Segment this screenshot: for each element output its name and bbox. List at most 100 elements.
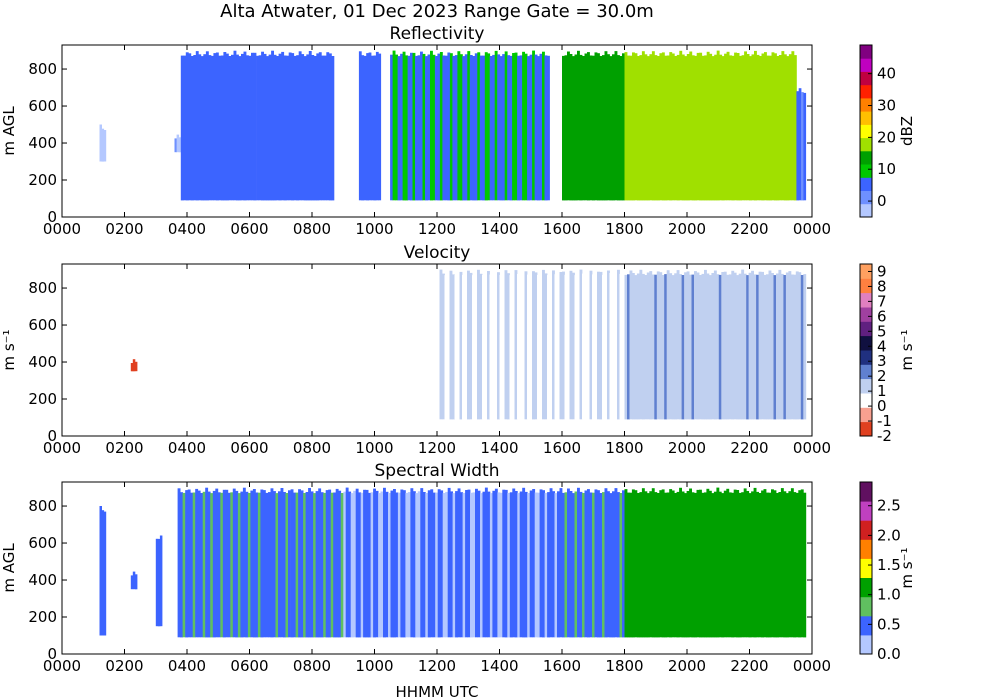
heatmap-cell [185, 52, 189, 201]
heatmap-cell [357, 270, 361, 420]
heatmap-cell [407, 492, 411, 638]
heatmap-cell [756, 491, 759, 638]
heatmap-cell [674, 56, 678, 201]
heatmap-cell [517, 493, 521, 638]
heatmap-cell [691, 492, 695, 638]
heatmap-cell [159, 317, 163, 409]
heatmap-cell [412, 52, 416, 201]
heatmap-cell [195, 51, 199, 201]
heatmap-cell [422, 270, 425, 420]
x-tick-label: 0200 [105, 657, 143, 675]
heatmap-cell [791, 51, 795, 201]
heatmap-cell [733, 489, 737, 638]
colorbar-tick-label: 8 [877, 277, 887, 295]
x-tick-label: 0400 [168, 220, 206, 238]
heatmap-cell [509, 492, 513, 638]
heatmap-cell [462, 56, 466, 201]
heatmap-cell [577, 487, 580, 638]
heatmap-cell [574, 491, 578, 638]
heatmap-cell [716, 274, 720, 420]
heatmap-cell [457, 51, 461, 201]
heatmap-cell [617, 55, 620, 201]
x-tick-label: 0800 [293, 439, 331, 457]
colorbar-tick-label: -1 [877, 412, 892, 430]
heatmap-cell [639, 269, 643, 420]
heatmap-cell [584, 53, 588, 201]
colorbar-swatch [860, 97, 872, 112]
heatmap-cell [402, 490, 406, 638]
x-tick-label: 1200 [418, 657, 456, 675]
heatmap-cell [247, 273, 251, 420]
heatmap-cell [557, 274, 560, 420]
heatmap-cell [208, 55, 212, 201]
heatmap-cell [340, 493, 344, 638]
heatmap-cell [582, 273, 585, 420]
heatmap-cell [321, 55, 325, 201]
heatmap-cell [514, 52, 518, 201]
colorbar-tick-label: 1 [877, 382, 887, 400]
heatmap-cell [379, 275, 383, 420]
heatmap-cell [544, 273, 548, 420]
x-tick-label: 0800 [293, 657, 331, 675]
heatmap-cell [594, 274, 598, 420]
colorbar-swatch [860, 615, 872, 636]
heatmap-cell [793, 274, 797, 420]
heatmap-cell [724, 53, 727, 201]
heatmap-cell [502, 489, 506, 638]
heatmap-cell [691, 55, 695, 201]
heatmap-cell [781, 51, 785, 201]
heatmap-cell [783, 275, 787, 420]
heatmap-cell [338, 490, 342, 638]
heatmap-cell [731, 55, 735, 201]
heatmap-cell [743, 488, 747, 638]
heatmap-cell [335, 488, 339, 638]
heatmap-cell [776, 56, 780, 201]
heatmap-cell [282, 270, 286, 420]
heatmap-cell [198, 270, 202, 420]
colorbar-tick-label: 5 [877, 322, 887, 340]
heatmap-cell [649, 271, 653, 420]
heatmap-cell [380, 491, 384, 638]
heatmap-cell [449, 53, 453, 201]
heatmap-cell [422, 53, 426, 201]
heatmap-cell [763, 489, 767, 638]
heatmap-cell [574, 54, 578, 201]
x-tick-label: 0000 [43, 439, 81, 457]
heatmap-cell [731, 270, 735, 420]
heatmap-cell [370, 492, 374, 638]
heatmap-cell [297, 274, 301, 420]
heatmap-cell [378, 53, 382, 201]
heatmap-cell [788, 491, 792, 638]
heatmap-cell [701, 492, 705, 638]
heatmap-cell [694, 492, 697, 638]
heatmap-cell [424, 274, 428, 420]
heatmap-cell [185, 274, 189, 420]
heatmap-cell [384, 269, 388, 420]
heatmap-cell [240, 275, 244, 420]
colorbar-swatch [860, 111, 872, 125]
heatmap-cell [587, 52, 590, 201]
colorbar-swatch [860, 482, 872, 502]
heatmap-cell [203, 54, 207, 201]
heatmap-cell [736, 53, 740, 201]
heatmap-cell [354, 272, 358, 420]
heatmap-cell [686, 54, 690, 201]
heatmap-cell [333, 492, 337, 638]
heatmap-cell [385, 491, 389, 638]
heatmap-cell [477, 490, 481, 638]
heatmap-cell [352, 275, 356, 420]
heatmap-cell [539, 53, 543, 201]
heatmap-cell [308, 488, 311, 638]
heatmap-cell [454, 55, 458, 201]
heatmap-cell [679, 50, 683, 201]
heatmap-cell [389, 275, 393, 420]
heatmap-cell [134, 361, 138, 372]
heatmap-cell [305, 492, 309, 638]
heatmap-cell [479, 55, 483, 201]
heatmap-cell [624, 489, 628, 638]
heatmap-cell [659, 53, 663, 201]
colorbar-swatch [860, 378, 872, 394]
heatmap-cell [559, 272, 563, 420]
heatmap-cell [415, 55, 418, 201]
